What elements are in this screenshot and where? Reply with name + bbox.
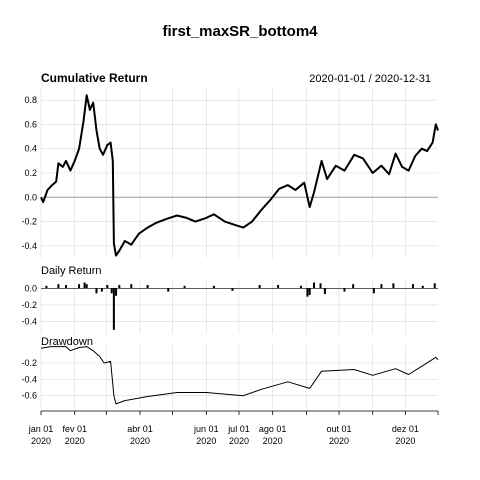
y-tick-label: -0.4 bbox=[21, 241, 37, 251]
daily-return-bar bbox=[95, 288, 98, 294]
daily-return-bar bbox=[372, 288, 375, 294]
daily-return-bar bbox=[115, 288, 118, 296]
daily-return-bar bbox=[299, 285, 302, 289]
daily-return-bar bbox=[118, 284, 121, 289]
daily-return-bar bbox=[45, 285, 48, 289]
daily-return-bar bbox=[308, 288, 311, 295]
series-line-cumulative-return bbox=[40, 94, 439, 257]
daily-return-bar bbox=[323, 288, 326, 295]
daily-return-bar bbox=[231, 288, 234, 291]
daily-return-bar bbox=[83, 282, 86, 289]
daily-return-bar bbox=[78, 284, 81, 289]
daily-return-bar bbox=[146, 284, 149, 289]
daily-return-bar bbox=[130, 284, 133, 289]
panel-title-cumulative: Cumulative Return bbox=[41, 71, 148, 85]
daily-return-bar bbox=[100, 288, 103, 292]
daily-return-bar bbox=[343, 288, 346, 292]
y-tick-label: -0.4 bbox=[21, 317, 37, 327]
x-tick-label: dez 01 bbox=[392, 424, 419, 434]
daily-return-bar bbox=[212, 285, 215, 289]
y-tick-label: 0.4 bbox=[24, 144, 37, 154]
daily-return-bar bbox=[65, 284, 68, 289]
x-tick-year-label: 2020 bbox=[329, 436, 349, 446]
daily-return-bar bbox=[380, 284, 383, 289]
daily-return-bar bbox=[392, 283, 395, 289]
panel-daily-return: -0.4 -0.2 0.0 bbox=[21, 280, 438, 334]
y-tick-label: -0.2 bbox=[21, 217, 37, 227]
y-tick-label: 0.8 bbox=[24, 95, 37, 105]
daily-return-bar bbox=[421, 285, 424, 289]
panel-title-drawdown: Drawdown bbox=[41, 336, 93, 348]
daily-return-bar bbox=[183, 285, 186, 289]
x-tick-label: ago 01 bbox=[259, 424, 287, 434]
y-tick-label: -0.4 bbox=[21, 374, 37, 384]
panel-cumulative-return: -0.4 -0.2 0.0 0.2 0.4 0.6 0.8 bbox=[21, 88, 439, 258]
daily-return-bar bbox=[277, 284, 280, 289]
y-tick-label: 0.0 bbox=[24, 192, 37, 202]
daily-return-bar bbox=[110, 288, 113, 294]
x-tick-year-label: 2020 bbox=[263, 436, 283, 446]
panel-drawdown: -0.6 -0.4 -0.2 bbox=[21, 345, 439, 408]
daily-return-bar bbox=[352, 284, 355, 289]
y-tick-label: 0.6 bbox=[24, 119, 37, 129]
y-tick-label: -0.6 bbox=[21, 391, 37, 401]
x-tick-year-label: 2020 bbox=[31, 436, 51, 446]
y-tick-label: -0.2 bbox=[21, 300, 37, 310]
x-tick-label: fev 01 bbox=[62, 424, 87, 434]
daily-return-bar bbox=[319, 283, 322, 289]
date-range: 2020-01-01 / 2020-12-31 bbox=[309, 73, 431, 85]
daily-return-bar bbox=[433, 283, 436, 289]
daily-return-bar bbox=[258, 284, 261, 289]
x-tick-year-label: 2020 bbox=[395, 436, 415, 446]
daily-return-bar bbox=[313, 282, 316, 289]
daily-return-bar bbox=[85, 284, 88, 289]
daily-return-bar bbox=[167, 288, 170, 292]
series-line-drawdown bbox=[40, 346, 439, 405]
x-tick-year-label: 2020 bbox=[65, 436, 85, 446]
y-tick-label: 0.2 bbox=[24, 168, 37, 178]
chart-plot-layer: -0.4-0.20.00.20.40.60.8-0.4-0.20.0-0.6-0… bbox=[21, 88, 439, 446]
x-tick-label: abr 01 bbox=[127, 424, 153, 434]
daily-return-bar bbox=[411, 284, 414, 289]
x-tick-label: jan 01 bbox=[28, 424, 54, 434]
x-tick-label: jul 01 bbox=[227, 424, 250, 434]
x-tick-year-label: 2020 bbox=[229, 436, 249, 446]
daily-return-bar bbox=[306, 288, 309, 297]
y-tick-label: 0.0 bbox=[24, 283, 37, 293]
x-tick-label: out 01 bbox=[327, 424, 352, 434]
y-tick-label: -0.2 bbox=[21, 358, 37, 368]
chart-title: first_maxSR_bottom4 bbox=[162, 23, 318, 40]
daily-return-bar bbox=[106, 284, 109, 289]
x-tick-year-label: 2020 bbox=[196, 436, 216, 446]
x-tick-label: jun 01 bbox=[193, 424, 219, 434]
panel-title-daily: Daily Return bbox=[41, 265, 102, 277]
daily-return-bar bbox=[112, 288, 115, 330]
x-tick-year-label: 2020 bbox=[130, 436, 150, 446]
daily-return-bar bbox=[57, 284, 60, 289]
